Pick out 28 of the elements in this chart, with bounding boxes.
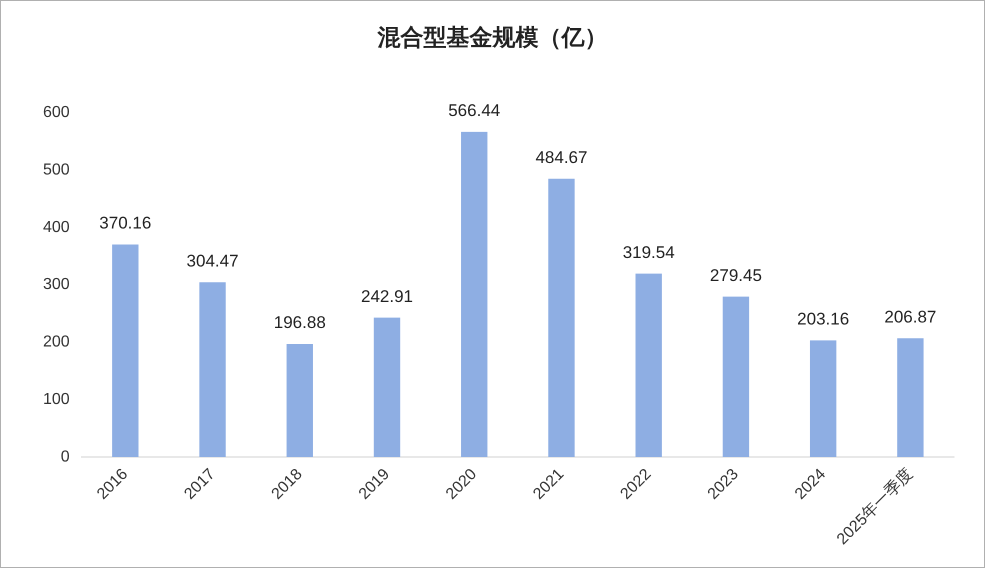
bar: [286, 344, 313, 457]
y-tick-label: 600: [42, 104, 70, 122]
data-label: 566.44: [448, 101, 500, 120]
data-label: 203.16: [797, 310, 850, 329]
y-tick-label: 200: [42, 334, 70, 351]
data-label: 242.91: [361, 286, 413, 306]
data-label: 370.16: [99, 214, 152, 233]
bar: [112, 244, 139, 457]
bar: [548, 178, 575, 457]
y-tick-label: 0: [60, 448, 70, 466]
chart-title: 混合型基金规模（亿）: [376, 24, 608, 50]
y-tick-label: 300: [42, 276, 70, 294]
data-label: 484.67: [535, 148, 588, 167]
data-label: 304.47: [186, 251, 239, 270]
data-label: 206.87: [884, 307, 936, 326]
data-label: 319.54: [622, 242, 675, 262]
bar: [897, 338, 924, 457]
bar: [199, 282, 226, 457]
bar: [636, 274, 662, 457]
bar: [374, 318, 400, 457]
data-label: 196.88: [274, 313, 326, 332]
y-tick-label: 500: [42, 161, 70, 178]
data-label: 279.45: [710, 266, 762, 285]
y-tick-label: 400: [42, 218, 70, 236]
bar: [461, 132, 488, 457]
y-tick-label: 100: [42, 391, 70, 408]
bar: [722, 296, 750, 457]
bar: [810, 340, 836, 457]
